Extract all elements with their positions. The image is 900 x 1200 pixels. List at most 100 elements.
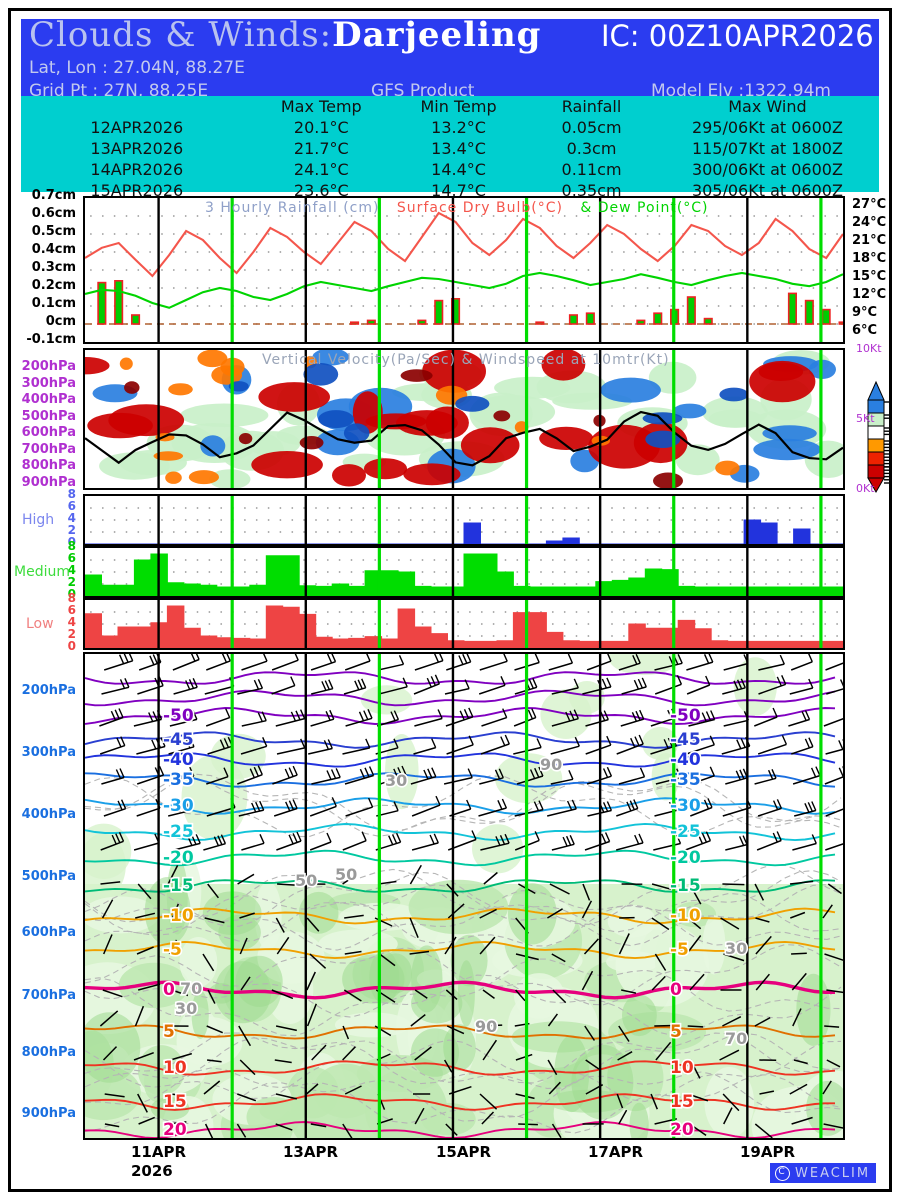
- cell-max-temp: 24.1°C: [293, 160, 349, 179]
- rain-axis-tick: 0.1cm: [31, 296, 76, 311]
- high-cloud-tick: 6: [67, 499, 76, 513]
- rain-axis-tick: 0.5cm: [31, 224, 76, 239]
- main-pressure-tick: 200hPa: [21, 683, 76, 698]
- svg-text:70: 70: [180, 979, 202, 998]
- svg-text:-25: -25: [670, 822, 701, 842]
- svg-text:-20: -20: [670, 848, 701, 868]
- table-header-row: Max Temp Min Temp Rainfall Max Wind: [21, 96, 879, 117]
- summary-table: Max Temp Min Temp Rainfall Max Wind 12AP…: [21, 96, 879, 200]
- cell-date: 14APR2026: [90, 160, 184, 179]
- table-row: 12APR2026 20.1°C 13.2°C 0.05cm 295/06Kt at 0…: [21, 117, 879, 138]
- temp-axis-tick: 21°C: [852, 233, 887, 248]
- title-prefix: Clouds & Winds:: [29, 15, 333, 55]
- th-date: [21, 96, 253, 117]
- svg-text:90: 90: [475, 1017, 497, 1036]
- wind-humidity-plot: -50 -50-45 -45-40 -40-35 -35-30 -30-25 -25-20-…: [85, 654, 843, 1138]
- svg-text:-30: -30: [163, 796, 194, 816]
- cell-rainfall: 0.05cm: [561, 118, 622, 137]
- cell-date: 12APR2026: [90, 118, 184, 137]
- svg-text:10: 10: [670, 1058, 694, 1078]
- vv-axis-tick: 800hPa: [21, 458, 76, 474]
- svg-text:-10: -10: [670, 906, 701, 926]
- panel-medium-cloud: [83, 546, 845, 598]
- high-cloud-tick: 8: [67, 487, 76, 501]
- low-cloud-tick: 6: [67, 603, 76, 617]
- panel-low-cloud: [83, 598, 845, 650]
- svg-text:30: 30: [175, 999, 197, 1018]
- medium-cloud-plot: [85, 548, 843, 596]
- table-row: 15APR2026 23.6°C 14.7°C 0.35cm 305/06Kt at 0…: [21, 180, 879, 201]
- temp-axis-tick: 15°C: [852, 269, 887, 284]
- cell-max-wind: 115/07Kt at 1800Z: [691, 139, 843, 158]
- svg-text:-45: -45: [163, 730, 194, 750]
- svg-text:5: 5: [163, 1022, 175, 1042]
- cell-min-temp: 13.4°C: [431, 139, 486, 158]
- low-cloud-plot: [85, 600, 843, 648]
- cell-date: 15APR2026: [90, 181, 184, 200]
- svg-text:-35: -35: [670, 770, 701, 790]
- copyright-icon: C: [775, 1165, 790, 1181]
- colorbar-tick: 10Kt: [856, 342, 882, 355]
- latlon-text: Lat, Lon : 27.04N, 88.27E: [29, 58, 245, 78]
- svg-text:50: 50: [335, 865, 357, 884]
- cell-rainfall: 0.11cm: [561, 160, 622, 179]
- temp-axis-tick: 9°C: [852, 305, 878, 320]
- main-pressure-tick: 700hPa: [21, 988, 76, 1003]
- rain-axis-tick: 0.3cm: [31, 260, 76, 275]
- label-low-cloud: Low: [26, 616, 54, 632]
- panel-high-cloud: [83, 494, 845, 546]
- medium-cloud-tick: 6: [67, 551, 76, 565]
- svg-text:-40: -40: [670, 750, 701, 770]
- svg-text:0: 0: [670, 980, 682, 1000]
- svg-text:-50: -50: [670, 706, 701, 726]
- svg-text:-20: -20: [163, 848, 194, 868]
- svg-text:-15: -15: [670, 876, 701, 896]
- vv-axis-tick: 300hPa: [21, 375, 76, 391]
- colorbar-tick: 5Kt: [856, 412, 875, 425]
- title-location: Darjeeling: [332, 15, 542, 55]
- label-high-cloud: High: [22, 512, 55, 528]
- svg-text:20: 20: [163, 1120, 187, 1138]
- svg-text:90: 90: [540, 755, 562, 774]
- logo-text: WEACLIM: [795, 1165, 871, 1181]
- th-max-wind: Max Wind: [728, 97, 807, 116]
- x-axis-tick: 13APR: [283, 1143, 339, 1161]
- svg-text:-30: -30: [670, 796, 701, 816]
- vv-axis-tick: 500hPa: [21, 408, 76, 424]
- medium-cloud-tick: 2: [67, 575, 76, 589]
- vv-axis-tick: 600hPa: [21, 425, 76, 441]
- svg-text:-5: -5: [670, 940, 689, 960]
- th-min-temp: Min Temp: [420, 97, 497, 116]
- x-axis-tick: 17APR: [588, 1143, 644, 1161]
- title-drybulb: Surface Dry Bulb(°C): [396, 200, 563, 216]
- svg-text:5: 5: [670, 1022, 682, 1042]
- svg-text:-50: -50: [163, 706, 194, 726]
- vertical-velocity-plot: [85, 350, 843, 488]
- rain-temp-plot: [85, 198, 843, 342]
- rain-axis-tick: 0.4cm: [31, 242, 76, 257]
- vv-axis-tick: 900hPa: [21, 474, 76, 490]
- main-pressure-tick: 600hPa: [21, 925, 76, 940]
- high-cloud-tick: 2: [67, 523, 76, 537]
- medium-cloud-tick: 4: [67, 563, 76, 577]
- svg-text:20: 20: [670, 1120, 694, 1138]
- medium-cloud-tick: 0: [67, 587, 76, 601]
- cell-rainfall: 0.35cm: [561, 181, 622, 200]
- cell-min-temp: 14.4°C: [431, 160, 486, 179]
- rain-axis-tick: 0.2cm: [31, 278, 76, 293]
- temp-axis-tick: 18°C: [852, 251, 887, 266]
- cell-max-wind: 295/06Kt at 0600Z: [691, 118, 843, 137]
- vv-axis-tick: 200hPa: [21, 359, 76, 375]
- page-title: Clouds & Winds:Darjeeling: [29, 15, 541, 55]
- svg-text:50: 50: [295, 871, 317, 890]
- vv-panel-title: Vertical Velocity(Pa/Sec) & Windspeed at…: [262, 352, 670, 368]
- cell-max-temp: 23.6°C: [293, 181, 349, 200]
- th-max-temp: Max Temp: [280, 97, 362, 116]
- main-pressure-tick: 400hPa: [21, 807, 76, 822]
- title-dewpoint: & Dew Point(°C): [580, 200, 709, 216]
- panel-vertical-velocity: [83, 348, 845, 490]
- rain-axis-tick: 0.6cm: [31, 206, 76, 221]
- temp-axis-tick: 27°C: [852, 197, 887, 212]
- vv-axis-tick: 400hPa: [21, 392, 76, 408]
